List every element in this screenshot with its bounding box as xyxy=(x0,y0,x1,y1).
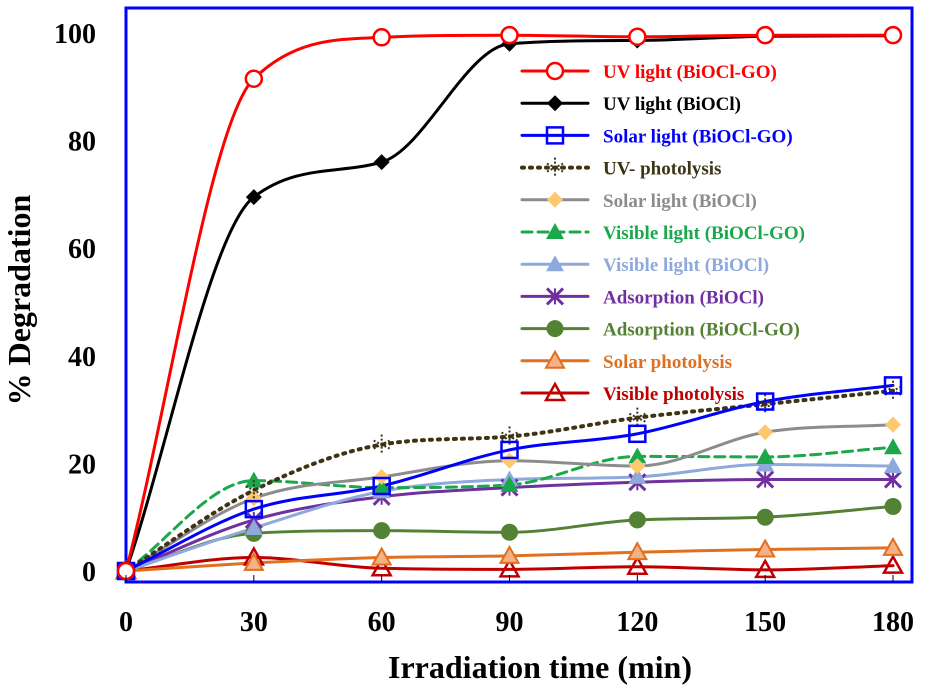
data-point-solar-light-biocl-go xyxy=(628,424,647,444)
y-tick-label: 100 xyxy=(54,19,96,50)
data-point-visible-light-biocl xyxy=(884,457,902,474)
data-point-solar-light-biocl xyxy=(757,424,774,441)
data-point-uv-photolysis xyxy=(245,480,263,501)
legend-entry-solar-photolysis: Solar photolysis xyxy=(520,349,732,373)
legend-label: UV- photolysis xyxy=(603,159,721,180)
data-point-solar-photolysis xyxy=(626,541,649,561)
legend-entry-visible-light-biocl-go: Visible light (BiOCl-GO) xyxy=(520,223,805,244)
data-point-solar-photolysis xyxy=(243,551,265,571)
legend-label: Visible light (BiOCl) xyxy=(603,255,769,276)
data-point-solar-photolysis xyxy=(882,536,904,556)
data-point-uv-light-biocl xyxy=(245,189,262,206)
legend-entry-uv-light-biocl: UV light (BiOCl) xyxy=(520,94,741,115)
legend-marker xyxy=(546,157,564,178)
y-tick-label: 60 xyxy=(68,234,96,265)
series-line-uv-light-biocl-go xyxy=(124,33,895,573)
data-point-visible-light-biocl-go xyxy=(500,475,519,492)
x-tick-label: 180 xyxy=(872,607,914,638)
data-point-uv-light-biocl xyxy=(373,154,390,171)
legend-label: Visible light (BiOCl-GO) xyxy=(603,223,805,244)
data-point-solar-light-biocl-go xyxy=(883,376,903,395)
data-point-adsorption-biocl-go xyxy=(756,508,774,526)
y-tick-label: 40 xyxy=(68,342,96,373)
legend-marker xyxy=(546,223,564,239)
data-point-uv-light-biocl-go xyxy=(500,25,519,45)
series-line-solar-light-biocl-go xyxy=(124,383,895,573)
legend-entry-visible-light-biocl: Visible light (BiOCl) xyxy=(520,255,769,276)
x-tick-label: 90 xyxy=(496,607,524,638)
data-point-visible-light-biocl-go xyxy=(244,471,263,488)
data-point-visible-light-biocl-go xyxy=(756,447,775,464)
data-point-visible-light-biocl-go xyxy=(884,438,902,455)
legend-marker xyxy=(546,255,564,272)
legend-entry-uv-light-biocl-go: UV light (BiOCl-GO) xyxy=(520,61,777,83)
data-point-solar-light-biocl-go xyxy=(755,392,775,411)
legend-marker xyxy=(545,287,565,306)
y-tick-label: 80 xyxy=(68,127,96,158)
data-point-uv-photolysis xyxy=(628,407,646,428)
legend-marker xyxy=(544,349,566,369)
data-point-solar-photolysis xyxy=(370,546,393,566)
legend-entry-solar-light-biocl: Solar light (BiOCl) xyxy=(520,191,757,212)
data-point-visible-photolysis xyxy=(626,555,649,575)
data-point-solar-light-biocl xyxy=(629,458,646,475)
data-point-solar-light-biocl xyxy=(885,416,901,433)
data-point-visible-light-biocl-go xyxy=(372,478,391,495)
y-tick-label: 20 xyxy=(68,449,96,480)
data-point-uv-light-biocl-go xyxy=(755,25,775,45)
data-point-uv-photolysis xyxy=(373,434,391,455)
legend-entry-visible-photolysis: Visible photolysis xyxy=(520,381,744,405)
legend-label: UV light (BiOCl-GO) xyxy=(603,62,777,83)
data-point-uv-photolysis xyxy=(884,380,902,401)
x-tick-label: 150 xyxy=(744,607,786,638)
legend-label: UV light (BiOCl) xyxy=(603,94,741,115)
data-point-adsorption-biocl-go xyxy=(884,497,902,515)
legend-label: Adsorption (BiOCl) xyxy=(603,287,764,308)
legend-label: Adsorption (BiOCl-GO) xyxy=(603,320,800,341)
legend-marker xyxy=(547,95,563,112)
y-axis-title: % Degradation xyxy=(1,194,37,405)
x-tick-label: 30 xyxy=(240,607,268,638)
data-point-adsorption-biocl-go xyxy=(373,522,391,540)
data-point-solar-photolysis xyxy=(498,544,521,564)
x-tick-label: 120 xyxy=(616,607,658,638)
legend-marker xyxy=(547,191,563,208)
data-point-visible-light-biocl xyxy=(244,518,263,535)
x-tick-label: 60 xyxy=(368,607,396,638)
legend-entry-uv-photolysis: UV- photolysis xyxy=(520,157,721,180)
data-point-visible-light-biocl xyxy=(628,467,647,484)
x-axis-title: Irradiation time (min) xyxy=(388,649,692,685)
data-point-visible-photolysis xyxy=(881,554,905,574)
legend-entry-adsorption-biocl-go: Adsorption (BiOCl-GO) xyxy=(520,320,800,341)
legend: UV light (BiOCl-GO) UV light (BiOCl) Solar… xyxy=(520,61,805,405)
y-tick-label: 0 xyxy=(82,557,96,588)
legend-label: Solar photolysis xyxy=(603,352,732,373)
x-tick-label: 0 xyxy=(119,607,133,638)
data-point-adsorption-biocl-go xyxy=(501,523,518,541)
legend-entry-adsorption-biocl: Adsorption (BiOCl) xyxy=(520,287,764,308)
legend-marker xyxy=(546,320,564,338)
data-point-solar-light-biocl-go xyxy=(244,499,264,519)
legend-label: Solar light (BiOCl) xyxy=(603,191,757,212)
data-point-solar-light-biocl-go xyxy=(372,476,391,496)
data-point-adsorption-biocl xyxy=(756,470,775,489)
data-point-adsorption-biocl xyxy=(883,470,903,489)
legend-marker xyxy=(545,61,565,81)
legend-label: Solar light (BiOCl-GO) xyxy=(603,126,793,147)
data-point-visible-light-biocl-go xyxy=(628,447,647,464)
legend-entry-solar-light-biocl-go: Solar light (BiOCl-GO) xyxy=(520,126,793,147)
data-point-solar-photolysis xyxy=(754,538,776,558)
legend-marker xyxy=(543,381,567,402)
data-point-solar-light-biocl-go xyxy=(500,440,519,460)
legend-marker xyxy=(545,126,565,145)
data-point-uv-light-biocl-go xyxy=(244,69,264,88)
data-point-adsorption-biocl-go xyxy=(628,511,646,529)
data-point-uv-light-biocl-go xyxy=(628,27,647,47)
data-point-uv-photolysis xyxy=(756,394,774,415)
legend-label: Visible photolysis xyxy=(603,384,744,405)
data-point-uv-light-biocl-go xyxy=(883,25,903,45)
data-point-uv-light-biocl-go xyxy=(372,28,391,47)
